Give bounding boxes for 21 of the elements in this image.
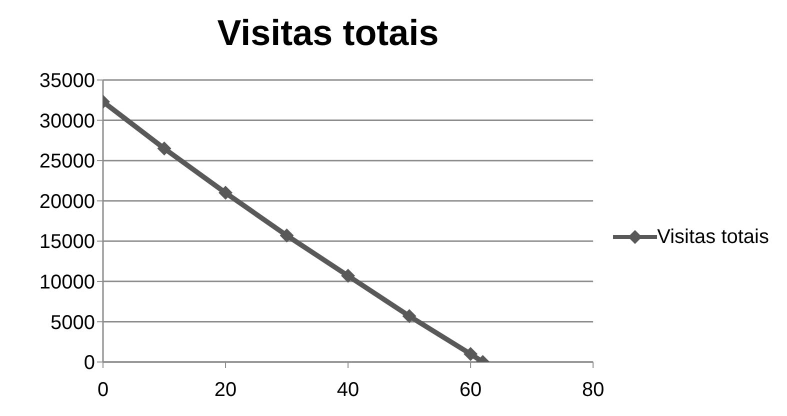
x-tick-label: 80 bbox=[582, 379, 604, 402]
x-tick-label: 60 bbox=[459, 379, 482, 402]
y-tick-label: 5000 bbox=[50, 312, 95, 334]
y-tick-label: 20000 bbox=[39, 190, 95, 213]
legend-label: Visitas totais bbox=[657, 226, 769, 248]
x-tick-label: 20 bbox=[214, 379, 237, 402]
y-tick-label: 0 bbox=[84, 352, 95, 374]
x-tick-label: 0 bbox=[97, 379, 109, 402]
x-tick-label: 40 bbox=[336, 379, 360, 402]
y-tick-label: 30000 bbox=[39, 110, 95, 132]
y-tick-label: 15000 bbox=[39, 231, 95, 254]
chart-title: Visitas totais bbox=[216, 12, 440, 55]
point bbox=[402, 309, 416, 324]
point bbox=[157, 141, 172, 156]
point bbox=[218, 186, 233, 200]
y-tick-label: 10000 bbox=[39, 272, 95, 294]
point bbox=[341, 268, 356, 283]
point bbox=[280, 228, 294, 243]
point bbox=[464, 346, 478, 361]
y-tick-label: 25000 bbox=[39, 150, 95, 173]
y-tick-label: 35000 bbox=[39, 70, 95, 92]
